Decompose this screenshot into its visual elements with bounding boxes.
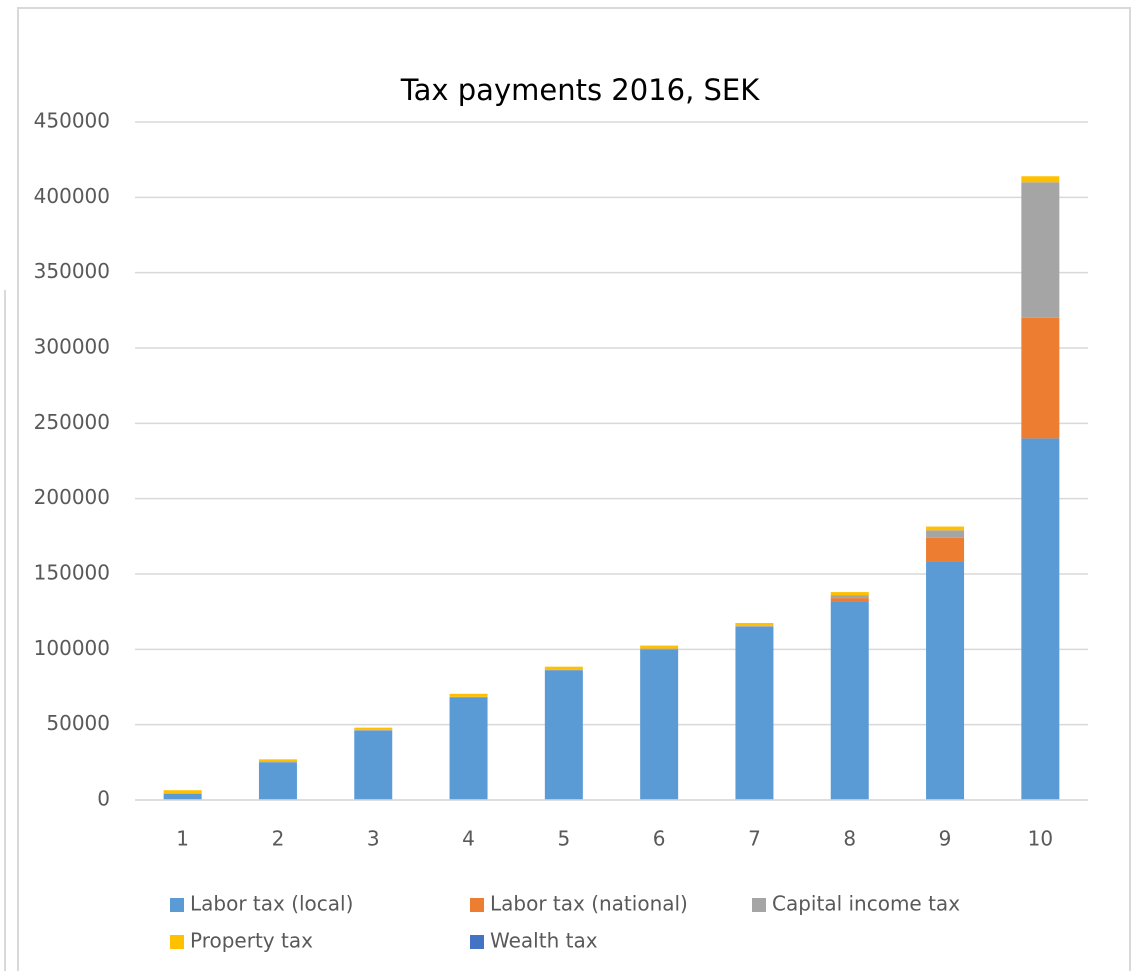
bar-segment	[449, 697, 488, 800]
chart-frame	[17, 7, 1131, 975]
x-tick-label: 9	[939, 827, 952, 851]
bar-segment	[640, 649, 679, 800]
y-tick-label: 250000	[34, 410, 110, 434]
bar-segment	[354, 730, 393, 800]
legend-label: Property tax	[190, 929, 313, 953]
bar-segment	[926, 537, 965, 562]
legend-swatch	[752, 898, 766, 912]
bar-segment	[926, 526, 965, 531]
bar-segment	[449, 696, 488, 698]
bar-segment	[163, 793, 202, 800]
y-tick-label: 50000	[46, 711, 110, 735]
x-tick-label: 4	[462, 827, 475, 851]
bar-segment	[258, 761, 297, 763]
bar-segment	[163, 790, 202, 794]
bar-segment	[926, 530, 965, 538]
x-tick-label: 1	[176, 827, 189, 851]
x-tick-label: 5	[557, 827, 570, 851]
legend-swatch	[470, 898, 484, 912]
y-tick-label: 100000	[34, 636, 110, 660]
bar-segment	[640, 648, 679, 650]
legend-label: Labor tax (local)	[190, 892, 353, 916]
bar-segment	[544, 670, 583, 800]
legend-label: Labor tax (national)	[490, 892, 688, 916]
y-tick-label: 300000	[34, 335, 110, 359]
bar-segment	[354, 729, 393, 731]
bar-segment	[735, 622, 774, 626]
y-tick-label: 400000	[34, 184, 110, 208]
y-tick-label: 350000	[34, 259, 110, 283]
bar-segment	[830, 592, 869, 596]
x-tick-label: 8	[843, 827, 856, 851]
bar-segment	[830, 601, 869, 800]
y-tick-label: 450000	[34, 109, 110, 133]
x-tick-label: 10	[1028, 827, 1053, 851]
x-tick-label: 7	[748, 827, 761, 851]
bar-segment	[926, 561, 965, 800]
bar-segment	[449, 693, 488, 697]
bar-segment	[1021, 182, 1060, 318]
legend-swatch	[170, 898, 184, 912]
bar-segment	[640, 645, 679, 649]
y-tick-label: 0	[97, 787, 110, 811]
legend-label: Capital income tax	[772, 892, 960, 916]
bar-segment	[1021, 176, 1060, 183]
bar-segment	[354, 727, 393, 730]
bar-segment	[163, 793, 202, 794]
bar-segment	[258, 762, 297, 800]
bar-segment	[830, 595, 869, 599]
x-tick-label: 3	[367, 827, 380, 851]
x-tick-label: 6	[653, 827, 666, 851]
y-tick-label: 200000	[34, 485, 110, 509]
bar-segment	[258, 759, 297, 762]
bar-segment	[735, 625, 774, 627]
bar-segment	[735, 626, 774, 800]
y-tick-label: 150000	[34, 561, 110, 585]
chart-title: Tax payments 2016, SEK	[400, 73, 761, 107]
bar-segment	[1021, 317, 1060, 439]
bar-segment	[544, 669, 583, 671]
bar-segment	[544, 666, 583, 670]
legend-swatch	[470, 935, 484, 949]
bar-segment	[830, 598, 869, 602]
legend-swatch	[170, 935, 184, 949]
x-tick-label: 2	[272, 827, 285, 851]
bar-segment	[1021, 438, 1060, 800]
legend-label: Wealth tax	[490, 929, 598, 953]
